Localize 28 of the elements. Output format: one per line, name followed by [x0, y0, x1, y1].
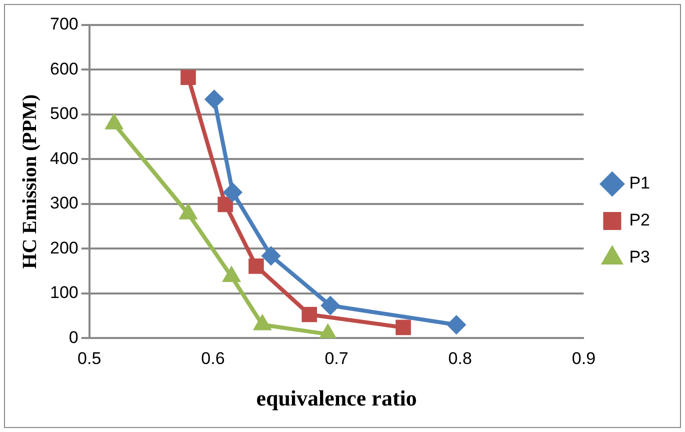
point	[205, 90, 224, 108]
y-tick-label: 300	[50, 194, 78, 213]
x-tick-label: 0.5	[78, 349, 102, 368]
point	[218, 196, 233, 212]
y-tick-label: 600	[50, 59, 78, 78]
x-axis-title: equivalence ratio	[256, 385, 417, 410]
x-tick-label: 0.9	[572, 349, 596, 368]
y-tick-label: 400	[50, 148, 78, 168]
point	[262, 246, 280, 265]
y-tick-label: 0	[68, 328, 78, 347]
legend-label: P1	[629, 174, 650, 193]
point	[302, 306, 318, 322]
point	[447, 316, 466, 334]
x-tick-label: 0.7	[324, 349, 348, 368]
point	[224, 183, 242, 202]
legend-label: P3	[629, 248, 650, 267]
y-axis-title: HC Emission (PPM)	[19, 94, 42, 269]
point	[321, 296, 340, 315]
legend-label: P2	[629, 210, 650, 230]
point	[180, 70, 196, 86]
y-tick-label: 200	[50, 238, 78, 258]
x-tick-label: 0.6	[201, 349, 225, 368]
y-tick-label: 100	[50, 283, 78, 302]
point	[248, 258, 264, 274]
y-tick-label: 500	[50, 104, 78, 124]
y-tick-label: 700	[50, 14, 78, 34]
x-tick-label: 0.8	[448, 349, 472, 368]
point	[396, 320, 411, 336]
